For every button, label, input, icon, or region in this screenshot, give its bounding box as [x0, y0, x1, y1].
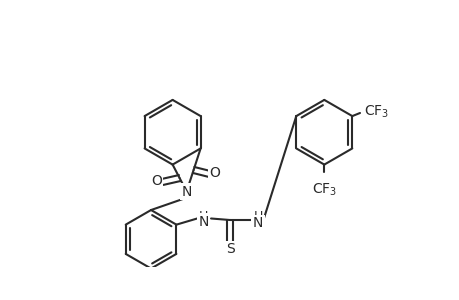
Text: N: N: [198, 214, 208, 229]
Text: H: H: [198, 210, 207, 223]
Text: H: H: [253, 210, 262, 223]
Text: O: O: [209, 166, 220, 180]
Text: CF$_3$: CF$_3$: [363, 104, 388, 120]
Text: S: S: [225, 242, 234, 256]
Text: CF$_3$: CF$_3$: [311, 182, 336, 198]
Text: N: N: [252, 216, 263, 230]
Text: N: N: [181, 184, 191, 199]
Text: O: O: [151, 174, 162, 188]
